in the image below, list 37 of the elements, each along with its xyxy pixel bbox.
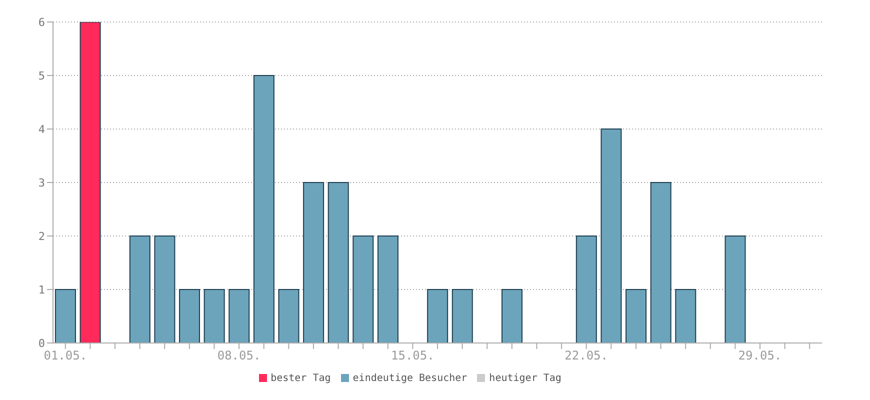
y-tick-label: 6 — [38, 16, 45, 29]
x-tick-label: 29.05. — [738, 348, 782, 363]
y-tick-label: 5 — [38, 69, 45, 82]
bar — [303, 182, 324, 343]
bar — [179, 289, 200, 343]
legend-label: heutiger Tag — [489, 373, 562, 384]
bar — [675, 289, 696, 343]
bar — [626, 289, 647, 343]
bar — [724, 236, 746, 343]
bar — [328, 182, 349, 343]
bar — [80, 22, 101, 343]
bar — [452, 289, 473, 343]
bar — [154, 236, 176, 343]
bar — [352, 236, 374, 343]
bar — [501, 289, 522, 343]
bar — [600, 128, 622, 343]
x-tick-label: 08.05. — [217, 348, 261, 363]
x-tick-label: 15.05. — [391, 348, 434, 363]
y-tick-label: 3 — [38, 176, 45, 190]
legend-label: eindeutige Besucher — [352, 373, 468, 384]
y-tick-label: 0 — [38, 336, 45, 350]
bar — [54, 289, 76, 343]
bar — [650, 182, 672, 343]
y-tick-label: 4 — [38, 122, 46, 136]
bar — [576, 236, 597, 343]
bar — [204, 289, 225, 343]
legend-label: bester Tag — [270, 373, 331, 384]
x-tick-label: 22.05. — [564, 348, 608, 363]
bar — [377, 236, 398, 343]
bar — [427, 289, 448, 343]
x-tick-label: 01.05. — [44, 348, 88, 363]
bar — [278, 289, 300, 343]
bar — [253, 75, 274, 343]
bar — [228, 289, 250, 343]
y-tick-label: 1 — [38, 283, 45, 296]
y-tick-label: 2 — [38, 230, 45, 243]
bar — [129, 236, 150, 343]
